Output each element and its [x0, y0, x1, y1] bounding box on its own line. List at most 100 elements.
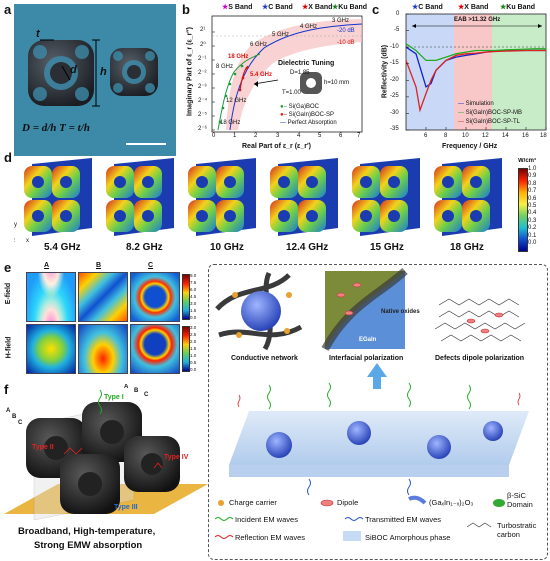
b-annotation: 4 GHz: [300, 24, 318, 30]
legend-dipole: Dipole: [337, 498, 359, 507]
loss-density-maps: [24, 158, 502, 236]
egain-label: EGaIn: [359, 337, 377, 343]
e-col-b: B: [96, 262, 102, 269]
b-annotation: 5.4 GHz: [250, 72, 273, 78]
panel-b-label: b: [182, 2, 190, 17]
loss-map-6: [434, 158, 502, 236]
b-ytick: 2⁻⁴: [198, 98, 208, 104]
b-annotation: 3 GHz: [332, 18, 350, 24]
b-annotation: -20 dB: [337, 28, 355, 34]
series-line-2: [405, 43, 546, 62]
b-ytick: 2⁰: [200, 42, 206, 48]
gaIn-particles: [266, 421, 503, 459]
label-d: d: [70, 64, 77, 76]
legend-gain-oxide: (GaₓIn₁₋ₓ)₂O₃: [429, 498, 474, 507]
label-t: t: [36, 28, 40, 40]
c-ytick: -5: [394, 27, 400, 33]
e-field-map-c: [130, 272, 180, 322]
type-ii-label: Type II: [32, 444, 54, 451]
e-col-c: C: [148, 262, 154, 269]
transmitted-waves: [307, 478, 411, 496]
panel-c-chart: ★C Band ★X Band ★Ku Band EAB >11.32 GHz …: [372, 2, 548, 154]
axis-y: y: [14, 222, 17, 228]
formula: D = d/h T = t/h: [22, 122, 90, 134]
c-ytick: -15: [390, 60, 399, 66]
b-legend-2: ●– Si(GaIn)BOC-SP: [280, 112, 334, 118]
c-xtick: 16: [522, 133, 529, 139]
x-band-region: [454, 14, 492, 130]
eab-label: EAB >11.32 GHz: [454, 17, 501, 23]
caption-conductive-network: Conductive network: [231, 355, 298, 362]
b-xtick: 3: [276, 133, 280, 139]
inset-label: h=10 mm: [324, 80, 350, 86]
e-colorbar-ticks: 9.0 7.5 6.0 4.5 3.0 1.5 0.0: [190, 273, 197, 320]
c-legend-3: — Si(GaIn)BOC-SP-TL: [458, 119, 521, 125]
c-xlabel: Frequency / GHz: [442, 143, 498, 150]
f-plane-b2: B: [134, 388, 139, 394]
axis-z: z: [14, 238, 15, 244]
h-field-map-c: [130, 324, 180, 374]
e-field-map-a: [26, 272, 76, 322]
b-xtick: 0: [212, 133, 216, 139]
h-colorbar: [182, 326, 190, 372]
b-annotation: 12 GHz: [226, 98, 247, 104]
native-oxides-label: Native oxides: [381, 309, 420, 315]
c-ytick: -10: [390, 44, 399, 50]
c-band-region: [406, 14, 454, 130]
b-xlabel: Real Part of ε_r (ε_r′): [242, 143, 312, 150]
b-xtick: 1: [233, 133, 237, 139]
f-plane-a2: A: [124, 384, 129, 390]
b-band-ku: ★Ku Band: [332, 4, 368, 11]
b-ytick: 2¹: [200, 27, 206, 33]
panel-a-label: a: [4, 2, 12, 17]
b-ytick: 2⁻¹: [198, 56, 207, 62]
b-band-c: ★C Band: [262, 4, 293, 11]
reflectivity-chart: [405, 13, 547, 131]
type-iv-label: Type IV: [164, 454, 189, 461]
legend-icons: [214, 495, 505, 541]
d-colorbar-ticks: 1.0 0.9 0.8 0.7 0.6 0.5 0.4 0.3 0.2 0.1 0.0: [528, 166, 537, 247]
c-legend-1: — Simulation: [458, 101, 494, 107]
b-xtick: 7: [357, 133, 361, 139]
lattice-absorber-scheme: [4, 389, 208, 521]
loss-map-3: [188, 158, 256, 236]
d-freq-label: 12.4 GHz: [286, 242, 329, 253]
series-line-3: [405, 49, 546, 113]
b-annotation: 18 GHz: [220, 120, 241, 126]
up-arrow: [367, 363, 387, 389]
c-ytick: -20: [390, 77, 399, 83]
b-annotation: 6 GHz: [250, 42, 268, 48]
h-colorbar-ticks: 3.0 2.5 2.0 1.5 1.0 0.5 0.0: [190, 325, 197, 372]
mechanism-illustration: [214, 268, 529, 541]
panel-c-label: c: [372, 2, 380, 17]
e-row-efield: E-field: [5, 282, 13, 305]
c-band-x: ★X Band: [458, 4, 489, 11]
type-iii-label: Type III: [114, 504, 138, 511]
axis-x: x: [26, 238, 29, 244]
b-annotation: 5 GHz: [272, 32, 290, 38]
lattice-photo: [28, 39, 166, 145]
lattice-cells: [26, 402, 180, 514]
c-xtick: 10: [462, 133, 469, 139]
b-annotation: 8 GHz: [216, 64, 234, 70]
dielectric-tuning-label: Dielectric Tuning: [278, 60, 335, 67]
b-ytick: 2⁻³: [198, 84, 207, 90]
c-xtick: 14: [502, 133, 509, 139]
panel-e-label: e: [4, 260, 12, 275]
panel-b-chart: ★S Band ★C Band ★X Band ★Ku Band 2¹ 2⁰ 2…: [182, 2, 368, 154]
siboc-slab: [229, 411, 529, 465]
b-xtick: 2: [254, 133, 258, 139]
c-xtick: 12: [482, 133, 489, 139]
loss-map-2: [106, 158, 174, 236]
e-row-hfield: H-field: [5, 336, 13, 359]
d-freq-label: 15 GHz: [370, 242, 404, 253]
interfacial-polarization-illustration: [321, 268, 408, 351]
caption-defects-dipole: Defects dipole polarization: [435, 355, 525, 362]
caption-interfacial-polarization: Interfacial polarization: [329, 355, 404, 362]
inset-label: T=1.00: [282, 90, 301, 96]
b-ytick: 2⁻⁶: [198, 126, 207, 132]
e-field-map-b: [78, 272, 128, 322]
c-legend-2: — Si(GaIn)BOC-SP-MB: [458, 110, 523, 116]
c-xtick: 8: [444, 133, 448, 139]
f-plane-c: C: [18, 420, 23, 426]
